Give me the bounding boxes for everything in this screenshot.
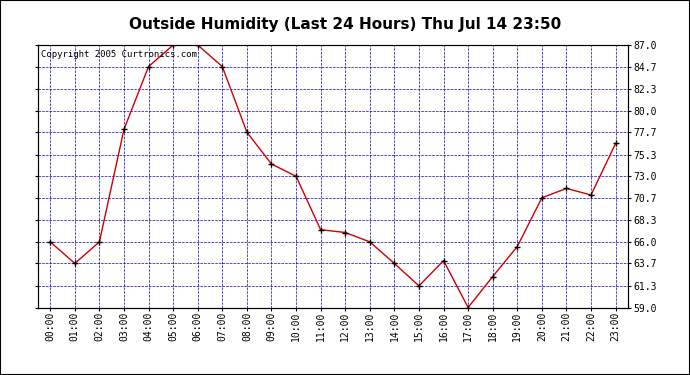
- Text: Outside Humidity (Last 24 Hours) Thu Jul 14 23:50: Outside Humidity (Last 24 Hours) Thu Jul…: [129, 17, 561, 32]
- Text: Copyright 2005 Curtronics.com: Copyright 2005 Curtronics.com: [41, 50, 197, 59]
